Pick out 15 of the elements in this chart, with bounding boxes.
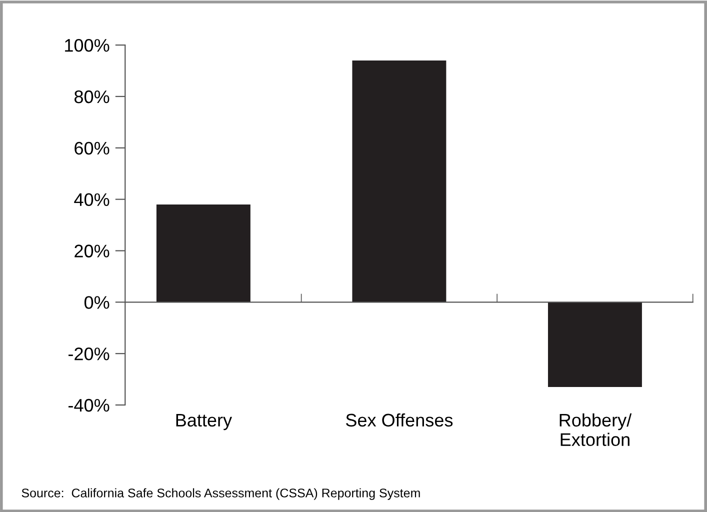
x-tick-label: Sex Offenses <box>346 413 453 427</box>
y-tick-label: 80% <box>74 90 110 104</box>
x-tick-label: Robbery/ Extortion <box>560 413 632 446</box>
y-tick-label: -20% <box>68 348 110 360</box>
y-tick-label: 0% <box>84 296 110 309</box>
source-note: Source: California Safe Schools Assessment (CSSA) Reporting System <box>22 488 420 500</box>
bar <box>352 60 446 302</box>
y-tick-label: 60% <box>74 142 110 155</box>
x-tick-label: Battery <box>176 414 232 430</box>
y-tick-label: 20% <box>74 244 110 258</box>
bar <box>156 204 250 302</box>
bar <box>548 302 642 387</box>
y-tick-label: -40% <box>68 398 110 412</box>
y-tick-label: 100% <box>65 38 110 52</box>
y-tick-label: 40% <box>74 193 110 206</box>
